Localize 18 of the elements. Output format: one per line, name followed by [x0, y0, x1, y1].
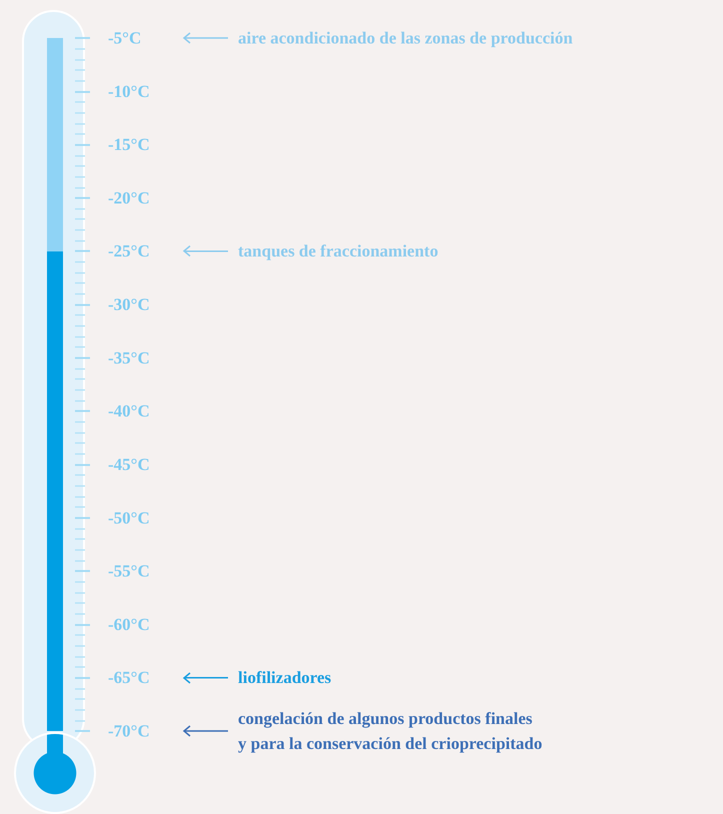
y-tick-label: -60°C: [108, 614, 150, 634]
ref-line-label: congelación de algunos productos finales y para la conservación del crioprecipitado: [238, 709, 542, 753]
y-tick-label: -55°C: [108, 562, 150, 581]
y-tick-label: -10°C: [108, 82, 150, 101]
y-tick-label: -25°C: [108, 242, 150, 261]
ref-line-label: liofilizadores: [238, 668, 332, 688]
y-tick-label: -20°C: [108, 188, 150, 208]
ref-line-label: tanques de fraccionamiento: [238, 242, 438, 261]
y-tick-label: -15°C: [108, 135, 150, 154]
y-tick-label: -30°C: [108, 295, 150, 314]
y-tick-label: -70°C: [108, 722, 150, 740]
y-tick-label: -50°C: [108, 508, 150, 528]
y-tick-label: -5°C: [108, 28, 142, 48]
y-tick-label: -35°C: [108, 348, 150, 368]
y-tick-label: -65°C: [108, 668, 150, 688]
y-tick-label: -45°C: [108, 454, 150, 474]
y-tick-label: -40°C: [108, 402, 150, 421]
ref-line-label: aire acondicionado de las zonas de producción: [238, 28, 574, 48]
